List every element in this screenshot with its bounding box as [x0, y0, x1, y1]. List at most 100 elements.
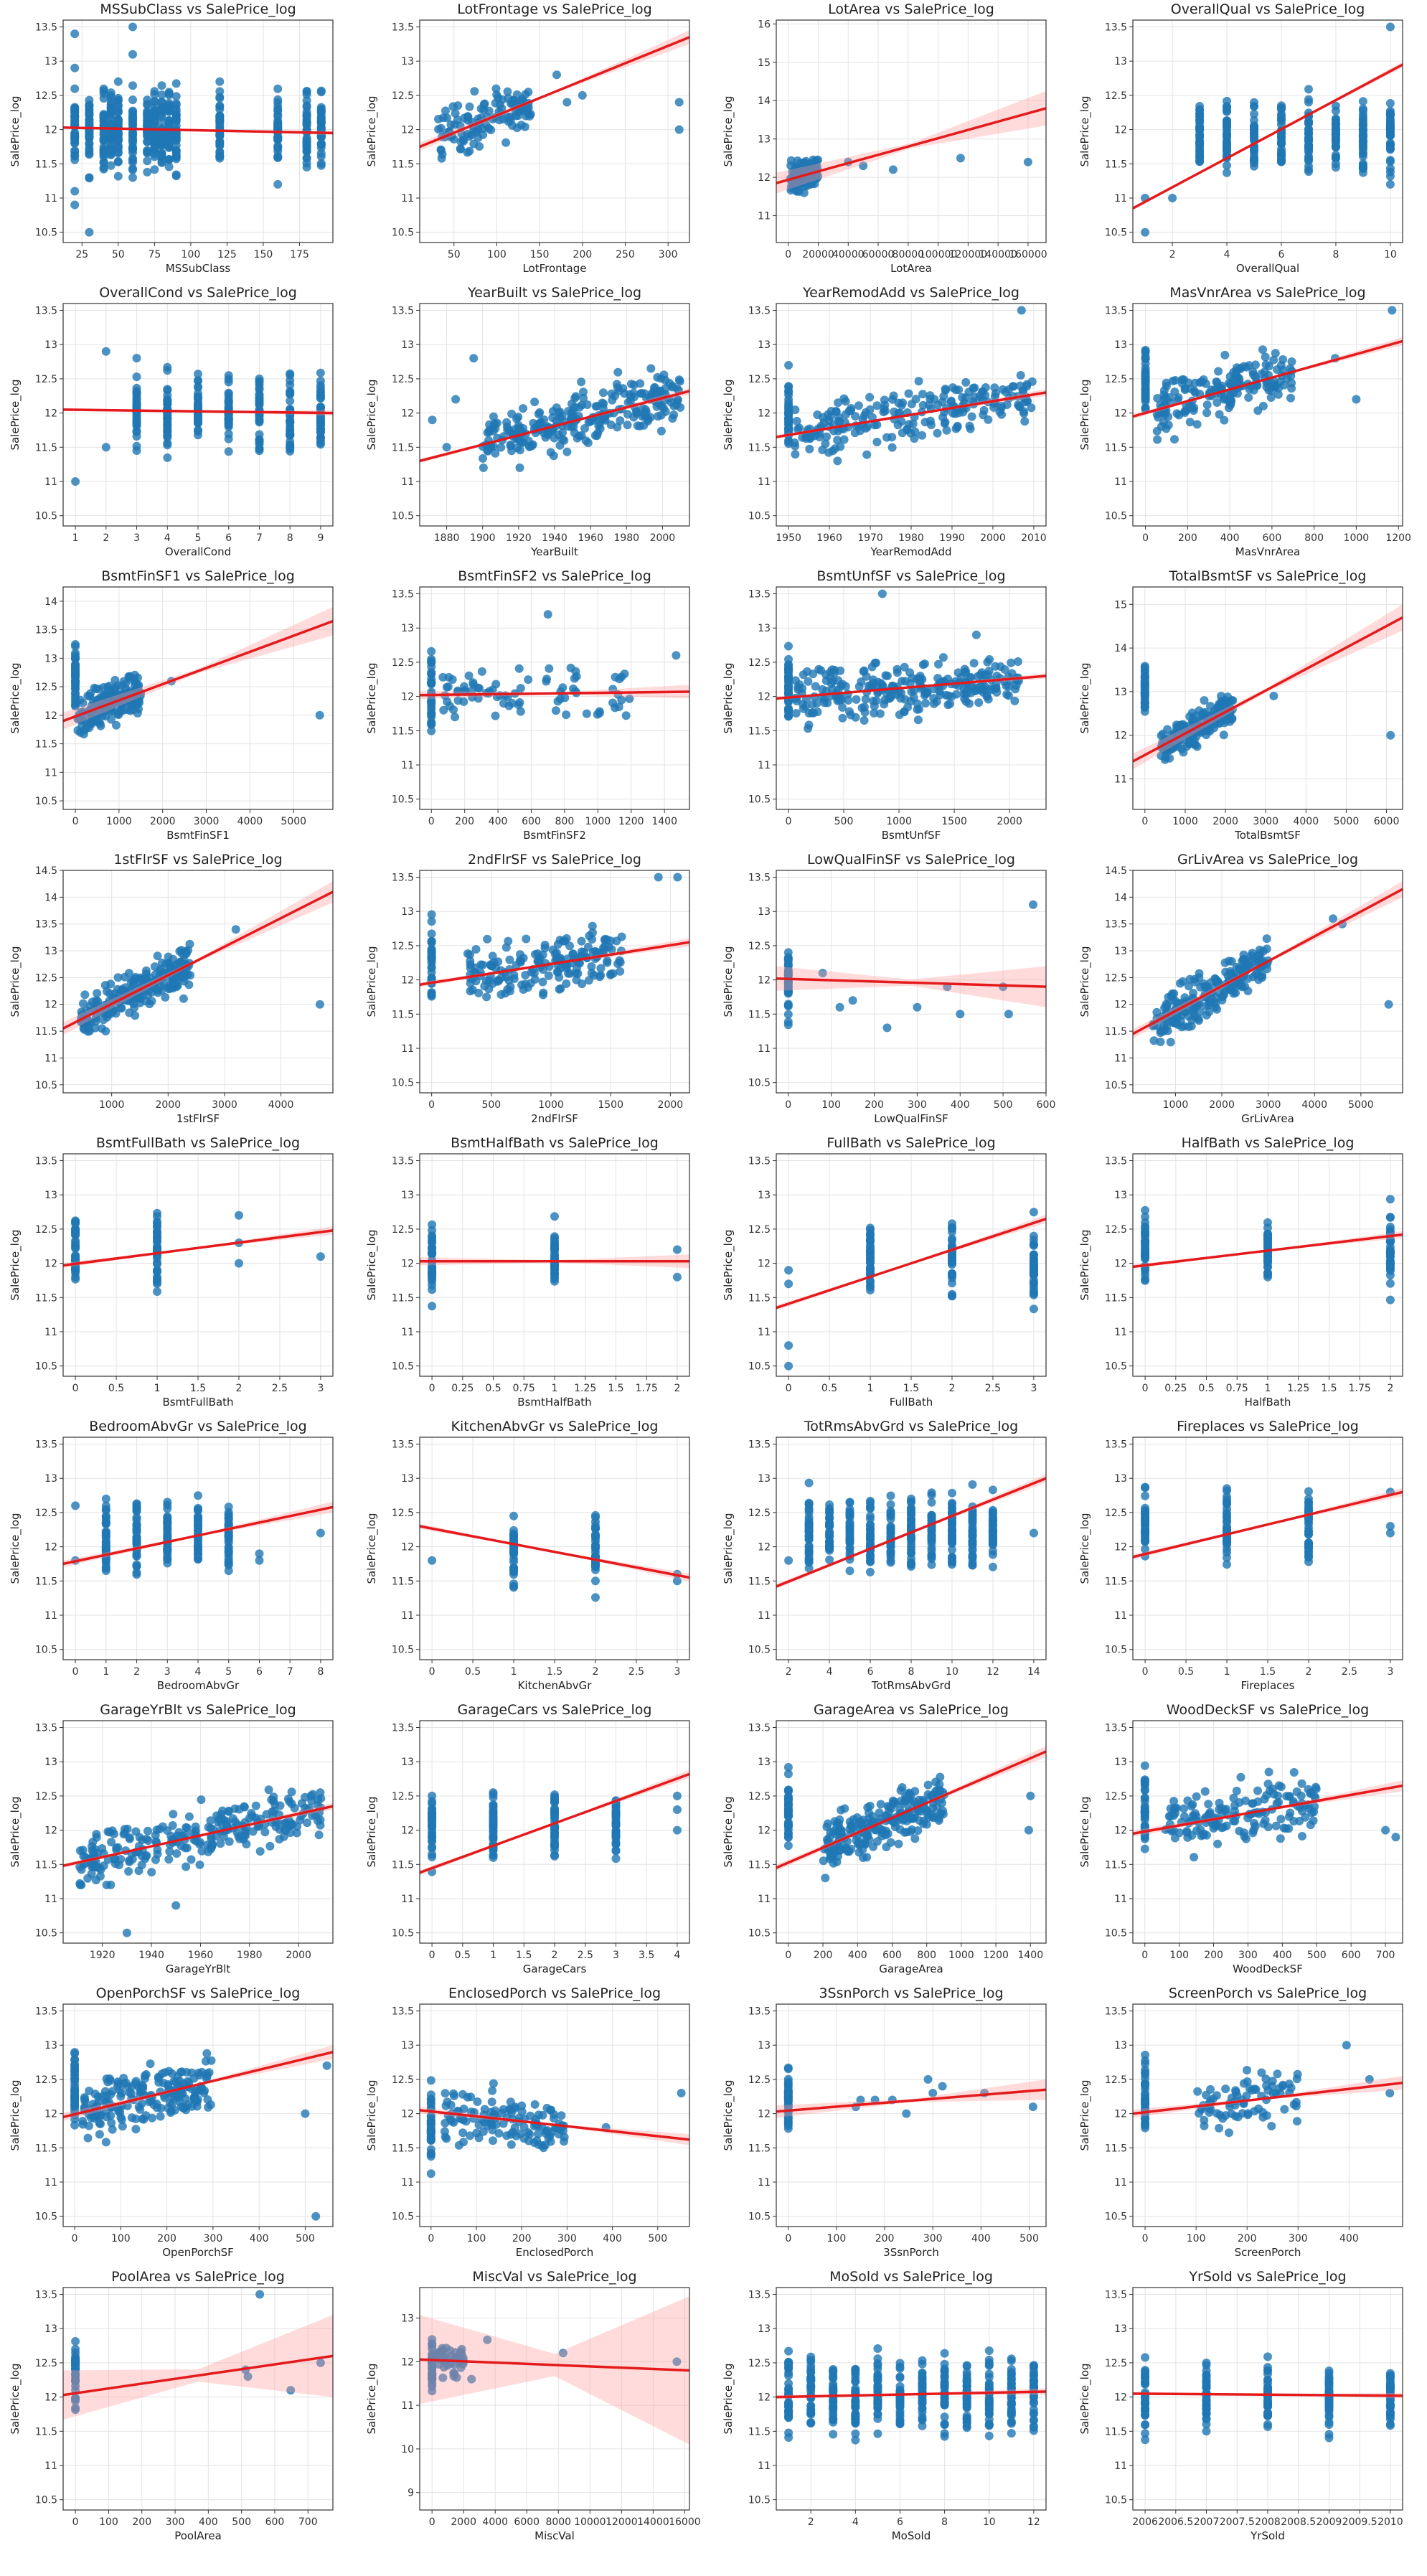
data-point — [1244, 393, 1253, 402]
x-tick-label: 1.75 — [636, 1383, 658, 1394]
x-tick-label: 100 — [821, 1099, 841, 1111]
data-point — [427, 697, 436, 706]
data-point — [1177, 375, 1187, 385]
data-point — [1215, 410, 1224, 419]
data-point — [866, 1281, 875, 1290]
data-point — [451, 395, 461, 404]
data-point — [465, 102, 474, 111]
data-point — [128, 142, 137, 151]
data-point — [784, 404, 793, 413]
data-point — [71, 1217, 80, 1226]
data-point — [926, 391, 935, 400]
data-point — [428, 415, 437, 425]
data-point — [302, 111, 311, 120]
x-tick-label: 3000 — [1253, 816, 1278, 827]
x-tick-label: 160000 — [1009, 249, 1047, 260]
data-point — [273, 95, 283, 104]
x-tick-label: 3 — [133, 532, 140, 544]
data-point — [850, 428, 860, 438]
data-point — [1185, 418, 1195, 427]
data-point — [1153, 394, 1162, 403]
data-point — [824, 448, 834, 457]
data-point — [844, 696, 853, 705]
data-point — [488, 951, 497, 961]
data-point — [128, 976, 137, 984]
data-point — [71, 1226, 80, 1235]
data-point — [812, 156, 821, 165]
data-point — [286, 380, 295, 390]
data-point — [150, 165, 159, 174]
data-point — [460, 686, 469, 695]
y-tick-label: 11.5 — [1105, 159, 1127, 170]
y-tick-label: 11 — [401, 1327, 414, 1338]
data-point — [577, 936, 586, 946]
data-point — [1140, 692, 1149, 702]
data-point — [948, 1260, 956, 1269]
data-point — [479, 453, 487, 463]
data-point — [475, 142, 484, 151]
y-tick-label: 13 — [401, 623, 414, 634]
data-point — [125, 672, 134, 682]
x-tick-label: 1200 — [618, 816, 644, 827]
data-point — [550, 433, 559, 443]
data-point — [80, 990, 90, 1000]
data-point — [501, 138, 511, 147]
data-point — [442, 682, 451, 692]
regression-line — [420, 390, 689, 463]
data-point — [1385, 99, 1395, 108]
data-point — [582, 709, 591, 718]
data-point — [448, 675, 457, 684]
data-point — [880, 700, 889, 709]
data-point — [1141, 403, 1150, 413]
y-tick-label: 12 — [401, 125, 414, 136]
data-point — [783, 1010, 793, 1019]
data-point — [952, 690, 961, 699]
data-point — [1205, 1007, 1214, 1017]
data-point — [1386, 730, 1395, 740]
data-point — [1027, 377, 1037, 386]
data-point — [273, 153, 283, 162]
plot-area — [1133, 306, 1403, 444]
data-point — [1171, 376, 1180, 385]
data-point — [1141, 1238, 1150, 1247]
data-point — [179, 970, 188, 979]
data-point — [572, 672, 581, 681]
y-tick-label: 13 — [758, 623, 771, 634]
data-point — [940, 419, 949, 428]
data-point — [905, 420, 914, 429]
x-tick-label: 175 — [290, 249, 309, 260]
data-point — [85, 100, 94, 110]
data-point — [112, 720, 121, 730]
data-point — [979, 405, 989, 415]
data-point — [1385, 131, 1395, 140]
x-tick-label: 1980 — [898, 532, 924, 544]
data-point — [1192, 717, 1202, 726]
data-point — [920, 690, 929, 700]
data-point — [224, 371, 233, 380]
data-point — [474, 125, 483, 134]
data-point — [273, 84, 283, 93]
data-point — [1358, 136, 1367, 146]
confidence-band — [776, 90, 1046, 194]
x-tick-label: 1000 — [99, 1099, 125, 1111]
data-point — [791, 709, 801, 718]
data-point — [1173, 742, 1182, 751]
data-point — [1184, 1023, 1193, 1031]
data-point — [1286, 393, 1295, 403]
y-tick-label: 13 — [758, 906, 771, 918]
y-tick-label: 15 — [758, 57, 771, 69]
x-axis-label: YearRemodAdd — [870, 545, 951, 558]
data-point — [428, 1220, 437, 1229]
x-tick-label: 2000 — [650, 532, 676, 544]
data-point — [900, 677, 910, 686]
data-point — [1011, 685, 1020, 694]
data-point — [807, 708, 816, 718]
data-point — [1165, 746, 1174, 755]
data-point — [621, 711, 631, 720]
x-tick-label: 5000 — [1348, 1099, 1374, 1111]
data-point — [427, 936, 436, 946]
data-point — [948, 1241, 956, 1250]
data-point — [976, 670, 985, 680]
data-point — [1029, 1208, 1038, 1217]
